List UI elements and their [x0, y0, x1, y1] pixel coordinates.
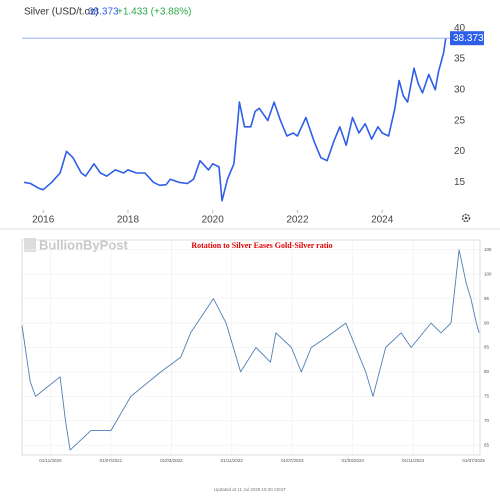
y-tick-label: 20	[454, 146, 466, 157]
y-tick-label: 15	[454, 177, 466, 188]
series-line	[23, 38, 447, 202]
series-line	[21, 249, 480, 451]
last-price-tag	[450, 31, 484, 46]
last-price-label: 38.373	[453, 33, 484, 44]
x-tick-label: 2024	[371, 215, 394, 226]
change: +1.433 (+3.88%)	[117, 7, 192, 18]
logo-icon	[24, 238, 36, 252]
y-tick-label: 100	[484, 271, 492, 276]
chart-title: Rotation to Silver Eases Gold-Silver rat…	[191, 241, 332, 250]
footer: Updated at 11 Jul 2025 15:30 CEST	[214, 487, 286, 492]
x-tick-label: 2018	[117, 215, 140, 226]
y-tick-label: 80	[484, 369, 490, 374]
x-tick-label: 2016	[32, 215, 55, 226]
y-tick-label: 105	[484, 247, 492, 252]
x-tick-label: 2020	[202, 215, 225, 226]
y-tick-label: 95	[484, 296, 490, 301]
settings-icon[interactable]	[461, 213, 471, 223]
y-tick-label: 70	[484, 418, 490, 423]
chart-title: Silver (USD/t.oz)	[24, 7, 98, 18]
y-tick-label: 35	[454, 54, 466, 65]
x-tick-label: 01/07/2021	[100, 458, 123, 463]
logo: BullionByPost	[39, 237, 129, 252]
x-tick-label: 01/11/2022	[221, 458, 244, 463]
x-tick-label: 01/11/2020	[39, 458, 62, 463]
y-tick-label: 75	[484, 394, 490, 399]
y-tick-label: 85	[484, 345, 490, 350]
y-tick-label: 65	[484, 442, 490, 447]
x-tick-label: 01/07/2025	[462, 458, 485, 463]
x-tick-label: 2022	[286, 215, 309, 226]
price: 38.373	[88, 7, 119, 18]
y-tick-label: 90	[484, 320, 490, 325]
x-tick-label: 01/07/2023	[281, 458, 304, 463]
x-tick-label: 01/03/2024	[341, 458, 364, 463]
y-tick-label: 40	[454, 23, 466, 34]
x-tick-label: 01/11/2024	[402, 458, 425, 463]
y-tick-label: 30	[454, 84, 466, 95]
y-tick-label: 25	[454, 115, 466, 126]
x-tick-label: 01/03/2022	[160, 458, 183, 463]
